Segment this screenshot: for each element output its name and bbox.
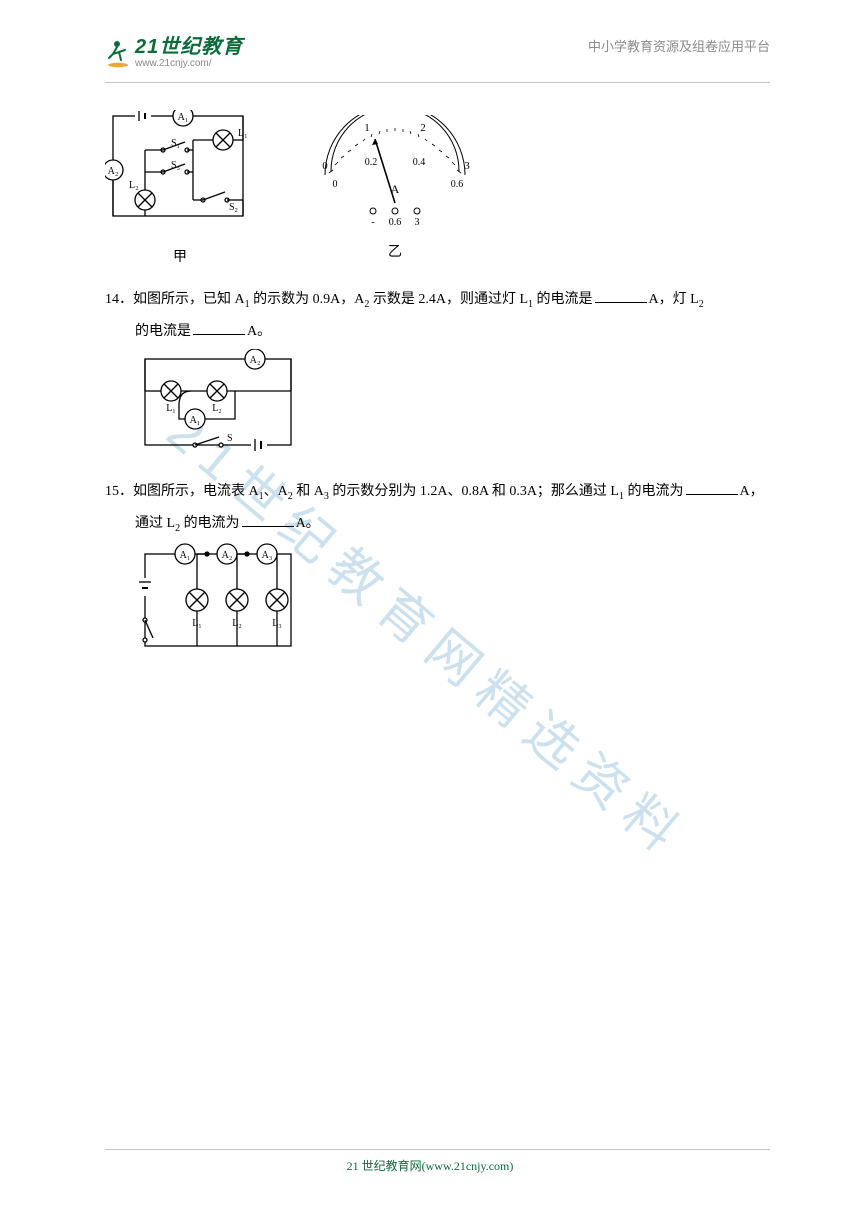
brand-logo: 21世纪教育 www.21cnjy.com/ — [105, 36, 243, 69]
svg-text:A₁: A₁ — [190, 415, 201, 426]
question-14: 14．如图所示，已知 A1 的示数为 0.9A，A2 示数是 2.4A，则通过灯… — [105, 284, 770, 472]
q13-circuit-diagram: A₁ L₁ S₁ A₂ — [105, 110, 255, 274]
svg-text:A₁: A₁ — [180, 550, 191, 561]
svg-text:0.6: 0.6 — [389, 217, 402, 228]
q15-blank2[interactable] — [242, 513, 294, 527]
svg-text:S₃: S₃ — [171, 160, 180, 171]
svg-text:1: 1 — [364, 122, 370, 134]
q15-text: 15．如图所示，电流表 A1、A2 和 A3 的示数分别为 1.2A、0.8A … — [105, 476, 770, 508]
q13-meter-diagram: 0 1 2 3 0 0.2 0.4 0.6 A - 0.6 3 — [305, 115, 485, 269]
svg-text:3: 3 — [415, 217, 420, 228]
svg-text:0: 0 — [322, 160, 328, 172]
svg-text:A₂: A₂ — [108, 166, 119, 177]
page-footer: 21 世纪教育网(www.21cnjy.com) — [0, 1157, 860, 1174]
q14-text: 14．如图所示，已知 A1 的示数为 0.9A，A2 示数是 2.4A，则通过灯… — [105, 284, 770, 316]
footer-rule — [105, 1149, 770, 1150]
q13-fig-right-label: 乙 — [305, 237, 485, 269]
question-15: 15．如图所示，电流表 A1、A2 和 A3 的示数分别为 1.2A、0.8A … — [105, 476, 770, 674]
svg-text:A₂: A₂ — [250, 355, 261, 366]
svg-text:A₃: A₃ — [262, 550, 273, 561]
svg-text:S₂: S₂ — [229, 202, 238, 213]
content-area: A₁ L₁ S₁ A₂ — [105, 106, 770, 1116]
svg-text:L₁: L₁ — [166, 403, 176, 414]
svg-text:S: S — [227, 433, 233, 444]
q14-num: 14． — [105, 292, 133, 307]
svg-text:A₂: A₂ — [222, 550, 233, 561]
q15-blank1[interactable] — [686, 481, 738, 495]
svg-text:0.4: 0.4 — [413, 157, 426, 168]
svg-text:3: 3 — [464, 160, 470, 172]
svg-text:0.2: 0.2 — [365, 157, 378, 168]
header-description: 中小学教育资源及组卷应用平台 — [588, 36, 770, 55]
svg-text:A₁: A₁ — [178, 112, 189, 123]
q15-diagram: A₁ A₂ A₃ L₁ L₂ L₃ — [105, 540, 770, 673]
svg-text:0: 0 — [333, 179, 338, 190]
q13-diagrams: A₁ L₁ S₁ A₂ — [105, 110, 770, 274]
q15-num: 15． — [105, 484, 133, 499]
q14-blank1[interactable] — [595, 289, 647, 303]
svg-text:2: 2 — [420, 122, 426, 134]
svg-text:0.6: 0.6 — [451, 179, 464, 190]
runner-icon — [105, 38, 131, 68]
svg-text:-: - — [371, 217, 374, 228]
q15-line2: 通过 L2 的电流为A。 — [105, 508, 770, 540]
q14-blank2[interactable] — [193, 321, 245, 335]
q14-line2: 的电流是A。 — [105, 316, 770, 348]
brand-url: www.21cnjy.com/ — [135, 58, 243, 69]
page-header: 21世纪教育 www.21cnjy.com/ 中小学教育资源及组卷应用平台 — [0, 36, 860, 69]
svg-text:S₁: S₁ — [171, 138, 180, 149]
brand-text: 21世纪教育 — [135, 36, 243, 58]
header-rule — [105, 82, 770, 83]
svg-text:A: A — [391, 182, 400, 196]
svg-text:L₂: L₂ — [212, 403, 222, 414]
q14-diagram: A₂ L₁ L₂ A₁ — [105, 349, 770, 472]
q13-fig-left-label: 甲 — [105, 242, 255, 274]
svg-text:L₂: L₂ — [129, 180, 139, 191]
